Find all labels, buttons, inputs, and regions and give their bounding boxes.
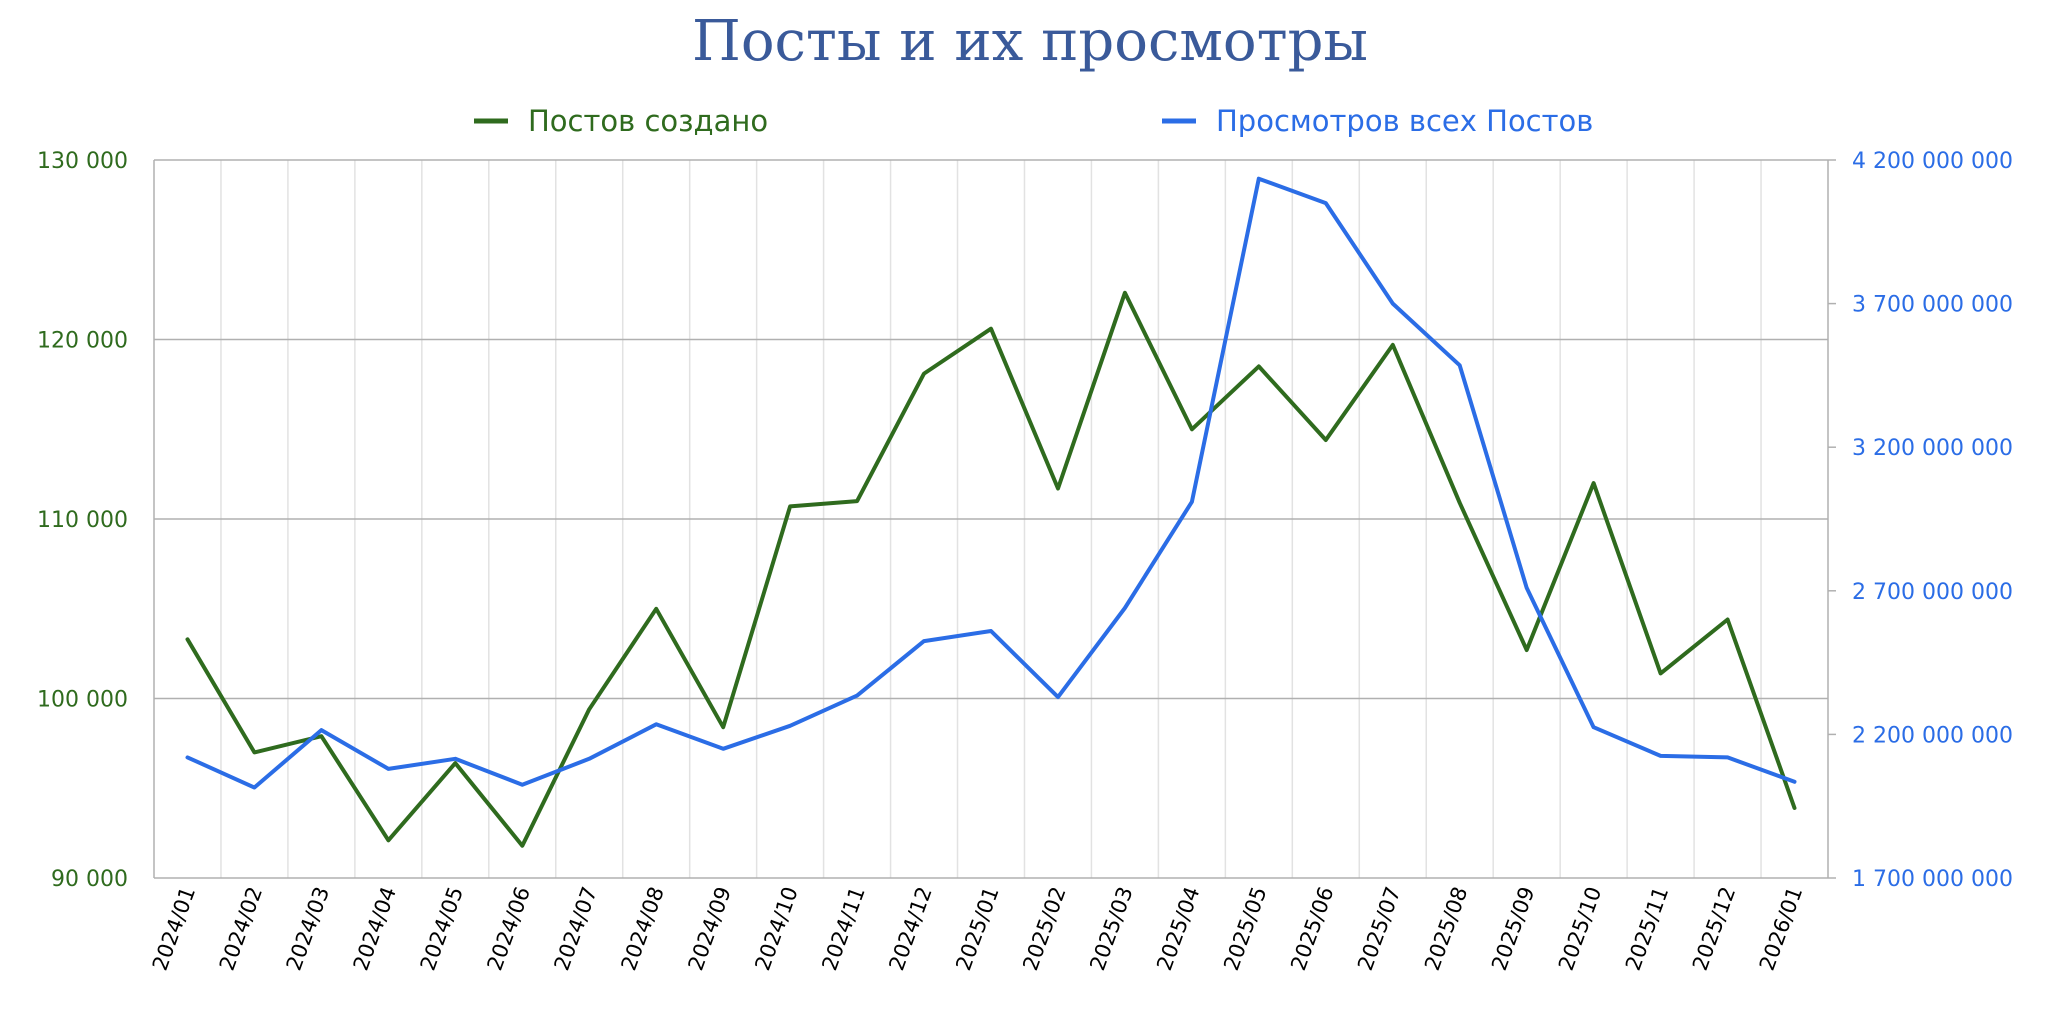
x-tick-label: 2025/10	[1554, 884, 1606, 974]
x-tick-label: 2026/01	[1755, 884, 1807, 974]
left-tick-label: 120 000	[37, 329, 128, 354]
right-tick-label: 2 700 000 000	[1852, 580, 2013, 605]
left-axis: 90 000 100 000 110 000 120 000 130 000	[37, 149, 128, 892]
x-tick-label: 2025/05	[1219, 884, 1271, 974]
x-tick-label: 2024/06	[483, 884, 535, 974]
x-tick-label: 2024/10	[750, 884, 802, 974]
right-tick-label: 1 700 000 000	[1852, 867, 2013, 892]
x-tick-label: 2025/04	[1152, 884, 1204, 974]
x-tick-label: 2024/02	[215, 884, 267, 974]
x-tick-label: 2025/09	[1487, 884, 1539, 974]
x-tick-label: 2024/11	[817, 884, 869, 974]
series-line-posts	[185, 290, 1797, 848]
series-lines	[185, 176, 1797, 848]
left-tick-label: 100 000	[37, 688, 128, 713]
right-tick-label: 4 200 000 000	[1852, 149, 2013, 174]
x-tick-label: 2025/01	[951, 884, 1003, 974]
x-axis: 2024/01 2024/02 2024/03 2024/04 2024/05 2024/…	[148, 884, 1807, 974]
x-tick-label: 2025/08	[1420, 884, 1472, 974]
legend-label-views: Просмотров всех Постов	[1216, 104, 1593, 138]
series-line-views	[185, 176, 1797, 790]
chart-title: Посты и их просмотры	[692, 9, 1368, 74]
x-tick-label: 2024/09	[683, 884, 735, 974]
right-tick-label: 3 700 000 000	[1852, 293, 2013, 318]
x-tick-label: 2024/07	[550, 884, 602, 974]
right-tick-label: 2 200 000 000	[1852, 723, 2013, 748]
x-tick-label: 2024/12	[884, 884, 936, 974]
legend-item-posts: Постов создано	[474, 104, 768, 138]
legend: Постов создано Просмотров всех Постов	[474, 104, 1593, 138]
legend-label-posts: Постов создано	[528, 104, 768, 138]
right-axis: 1 700 000 000 2 200 000 000 2 700 000 000 3…	[1828, 149, 2013, 892]
legend-item-views: Просмотров всех Постов	[1162, 104, 1593, 138]
left-tick-label: 110 000	[37, 508, 128, 533]
right-tick-label: 3 200 000 000	[1852, 436, 2013, 461]
x-tick-label: 2025/02	[1018, 884, 1070, 974]
x-tick-label: 2024/04	[349, 884, 401, 974]
grid	[153, 159, 1829, 879]
x-tick-label: 2025/06	[1286, 884, 1338, 974]
x-tick-label: 2025/11	[1621, 884, 1673, 974]
x-tick-label: 2024/01	[148, 884, 200, 974]
x-tick-label: 2024/08	[617, 884, 669, 974]
x-tick-label: 2024/03	[282, 884, 334, 974]
x-tick-label: 2025/03	[1085, 884, 1137, 974]
x-tick-label: 2024/05	[416, 884, 468, 974]
left-tick-label: 90 000	[51, 867, 128, 892]
left-tick-label: 130 000	[37, 149, 128, 174]
x-tick-label: 2025/07	[1353, 884, 1405, 974]
x-tick-label: 2025/12	[1688, 884, 1740, 974]
